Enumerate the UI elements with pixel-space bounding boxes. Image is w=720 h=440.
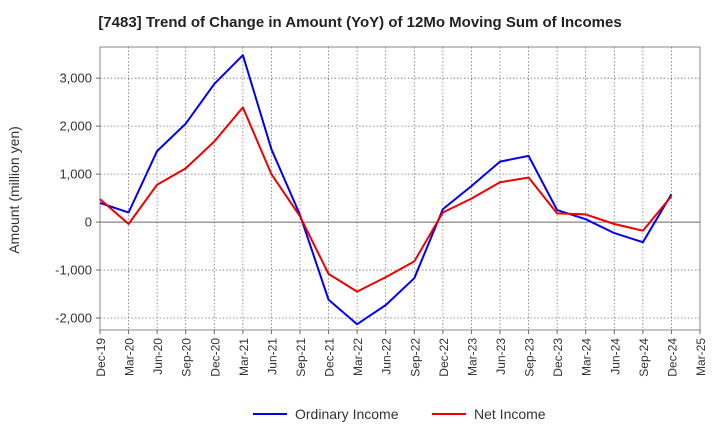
x-tick-label: Dec-22	[437, 338, 451, 377]
x-tick-label: Sep-21	[294, 338, 308, 377]
legend-label-ordinary-income: Ordinary Income	[295, 406, 399, 422]
y-tick-label: -2,000	[55, 311, 92, 326]
x-tick-label: Sep-20	[180, 338, 194, 377]
y-tick-label: 1,000	[59, 167, 92, 182]
x-tick-label: Mar-25	[694, 338, 708, 376]
x-tick-label: Mar-21	[237, 338, 251, 376]
x-tick-label: Mar-23	[465, 338, 479, 376]
y-tick-label: 3,000	[59, 71, 92, 86]
x-tick-label: Sep-24	[637, 338, 651, 377]
data-series	[99, 54, 673, 326]
x-tick-label: Sep-22	[408, 338, 422, 377]
x-tick-label: Dec-20	[208, 338, 222, 377]
ordinary-income-line	[99, 54, 673, 326]
x-tick-label: Jun-23	[494, 338, 508, 375]
y-tick-label: 0	[85, 215, 92, 230]
axes: Dec-19 Mar-20 Jun-20 Sep-20 Dec-20 Mar-21 Jun-…	[55, 71, 708, 377]
grid-lines	[100, 47, 700, 330]
x-tick-label: Mar-20	[123, 338, 137, 376]
x-tick-label: Dec-21	[323, 338, 337, 377]
x-tick-label: Dec-19	[94, 338, 108, 377]
net-income-line	[99, 106, 673, 293]
y-axis-label: Amount (million yen)	[6, 126, 22, 254]
y-tick-label: 2,000	[59, 119, 92, 134]
plot-area	[99, 46, 701, 331]
x-tick-label: Jun-22	[380, 338, 394, 375]
x-tick-label: Mar-22	[351, 338, 365, 376]
chart-title: [7483] Trend of Change in Amount (YoY) o…	[98, 14, 622, 31]
x-tick-label: Mar-24	[580, 338, 594, 376]
legend: Ordinary Income Net Income	[253, 406, 546, 422]
x-tick-label: Dec-23	[551, 338, 565, 377]
y-tick-label: -1,000	[55, 263, 92, 278]
x-tick-label: Sep-23	[523, 338, 537, 377]
legend-label-net-income: Net Income	[474, 406, 546, 422]
x-tick-label: Jun-21	[265, 338, 279, 375]
x-tick-label: Jun-24	[608, 338, 622, 375]
x-tick-label: Dec-24	[665, 338, 679, 377]
x-tick-label: Jun-20	[151, 338, 165, 375]
